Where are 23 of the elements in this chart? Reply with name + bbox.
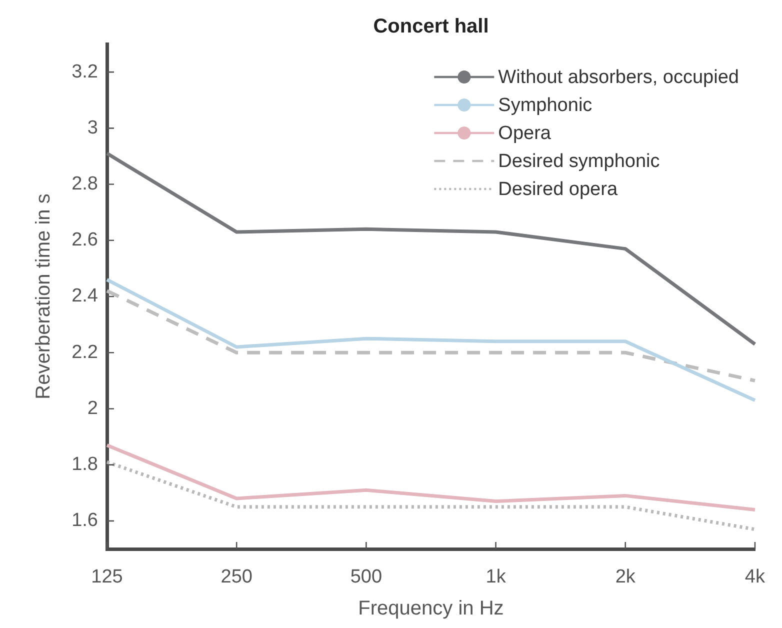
x-tick-label: 500 (350, 566, 382, 588)
x-tick-label: 250 (220, 566, 252, 588)
x-tick-label: 125 (91, 566, 123, 588)
legend-label: Symphonic (498, 95, 592, 116)
y-tick-label: 2 (87, 398, 98, 419)
x-tick-label: 2k (615, 566, 636, 588)
y-tick-label: 2.2 (72, 342, 98, 363)
y-tick-label: 2.6 (72, 230, 98, 251)
legend-label: Without absorbers, occupied (498, 67, 739, 88)
y-tick-label: 3 (87, 117, 98, 138)
x-tick-label: 1k (486, 566, 506, 588)
y-tick-label: 2.4 (72, 286, 98, 307)
y-axis-title: Reverberation time in s (32, 194, 55, 400)
y-tick-label: 1.8 (72, 454, 98, 476)
x-axis-title: Frequency in Hz (358, 598, 504, 620)
y-tick-label: 2.8 (72, 174, 98, 195)
y-tick-label: 3.2 (72, 61, 98, 82)
legend-label: Desired opera (498, 179, 618, 200)
x-tick-label: 4k (744, 566, 766, 588)
legend-label: Opera (498, 123, 552, 144)
chart-title: Concert hall (373, 16, 489, 38)
legend-label: Desired symphonic (498, 151, 660, 172)
y-tick-label: 1.6 (72, 510, 98, 532)
